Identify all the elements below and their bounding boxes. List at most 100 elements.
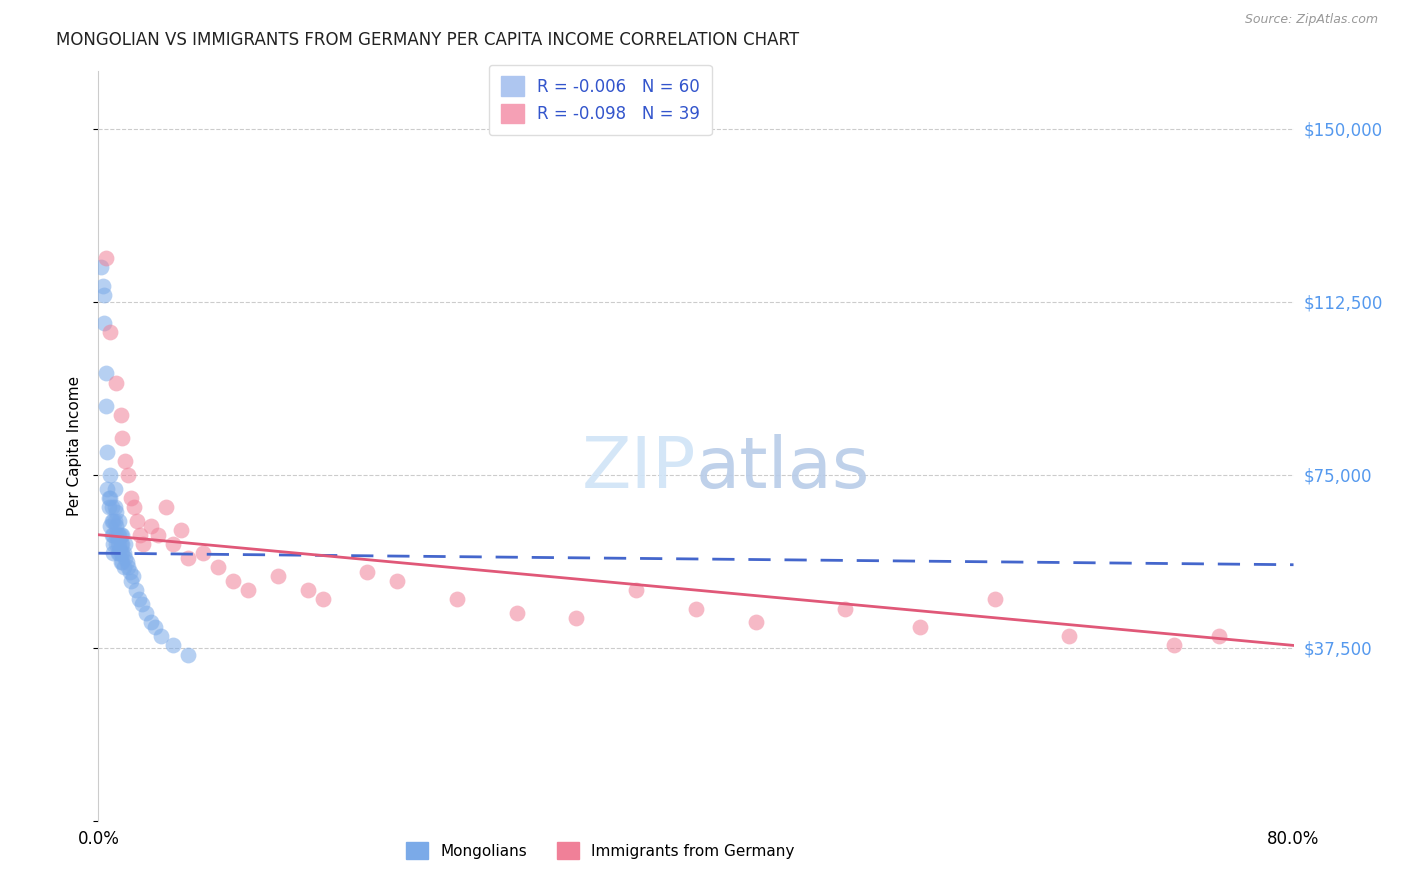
Point bbox=[162, 639, 184, 653]
Point bbox=[107, 537, 129, 551]
Y-axis label: Per Capita Income: Per Capita Income bbox=[67, 376, 83, 516]
Point bbox=[446, 592, 468, 607]
Point bbox=[108, 528, 131, 542]
Point bbox=[139, 518, 162, 533]
Point bbox=[114, 454, 136, 468]
Point bbox=[97, 491, 120, 505]
Point bbox=[124, 500, 146, 514]
Point bbox=[685, 601, 707, 615]
Point bbox=[162, 537, 184, 551]
Point bbox=[101, 500, 124, 514]
Point bbox=[236, 583, 259, 598]
Point bbox=[128, 592, 150, 607]
Point bbox=[745, 615, 768, 630]
Point bbox=[155, 500, 177, 514]
Text: atlas: atlas bbox=[696, 434, 870, 503]
Point bbox=[98, 467, 122, 482]
Point bbox=[104, 500, 127, 514]
Point bbox=[105, 528, 128, 542]
Point bbox=[108, 537, 131, 551]
Point bbox=[114, 537, 136, 551]
Point bbox=[267, 569, 290, 583]
Point bbox=[108, 546, 131, 560]
Point bbox=[91, 278, 114, 293]
Point bbox=[90, 260, 112, 275]
Point bbox=[132, 537, 155, 551]
Point bbox=[112, 560, 135, 574]
Point bbox=[222, 574, 245, 588]
Point bbox=[103, 514, 125, 528]
Point bbox=[103, 528, 125, 542]
Point bbox=[96, 482, 118, 496]
Point bbox=[101, 528, 124, 542]
Point bbox=[98, 325, 122, 339]
Text: Source: ZipAtlas.com: Source: ZipAtlas.com bbox=[1244, 13, 1378, 27]
Point bbox=[93, 288, 115, 302]
Point bbox=[150, 629, 173, 643]
Point bbox=[107, 528, 129, 542]
Point bbox=[97, 500, 120, 514]
Point bbox=[984, 592, 1007, 607]
Point bbox=[118, 565, 141, 579]
Point bbox=[96, 444, 118, 458]
Point bbox=[127, 514, 149, 528]
Point bbox=[103, 546, 125, 560]
Point bbox=[94, 251, 117, 265]
Point bbox=[111, 528, 134, 542]
Point bbox=[111, 431, 134, 445]
Point bbox=[139, 615, 162, 630]
Point bbox=[297, 583, 319, 598]
Point bbox=[94, 367, 117, 381]
Point bbox=[108, 514, 131, 528]
Point bbox=[112, 546, 135, 560]
Point bbox=[121, 569, 143, 583]
Point bbox=[115, 556, 138, 570]
Point bbox=[1208, 629, 1230, 643]
Point bbox=[111, 556, 134, 570]
Point bbox=[131, 597, 153, 611]
Point bbox=[103, 537, 125, 551]
Point bbox=[120, 491, 142, 505]
Point bbox=[111, 546, 134, 560]
Point bbox=[104, 514, 127, 528]
Point bbox=[105, 537, 128, 551]
Point bbox=[356, 565, 378, 579]
Point bbox=[105, 505, 128, 519]
Point bbox=[117, 467, 139, 482]
Point bbox=[169, 523, 191, 537]
Point bbox=[110, 546, 132, 560]
Point bbox=[114, 550, 136, 565]
Point bbox=[1059, 629, 1081, 643]
Point bbox=[110, 408, 132, 422]
Point bbox=[135, 606, 157, 620]
Point bbox=[98, 518, 122, 533]
Legend: Mongolians, Immigrants from Germany: Mongolians, Immigrants from Germany bbox=[401, 836, 800, 865]
Point bbox=[207, 560, 229, 574]
Point bbox=[117, 560, 139, 574]
Point bbox=[177, 648, 200, 662]
Point bbox=[506, 606, 529, 620]
Point bbox=[120, 574, 142, 588]
Point bbox=[110, 556, 132, 570]
Point bbox=[101, 514, 124, 528]
Point bbox=[177, 550, 200, 565]
Point bbox=[98, 491, 122, 505]
Point bbox=[385, 574, 409, 588]
Point bbox=[125, 583, 148, 598]
Point bbox=[110, 528, 132, 542]
Point bbox=[107, 546, 129, 560]
Point bbox=[565, 611, 588, 625]
Point bbox=[94, 399, 117, 413]
Point bbox=[626, 583, 648, 598]
Point bbox=[111, 537, 134, 551]
Point bbox=[908, 620, 931, 634]
Point bbox=[1163, 639, 1185, 653]
Point bbox=[148, 528, 170, 542]
Point bbox=[104, 482, 127, 496]
Point bbox=[834, 601, 856, 615]
Point bbox=[110, 537, 132, 551]
Point bbox=[105, 518, 128, 533]
Text: MONGOLIAN VS IMMIGRANTS FROM GERMANY PER CAPITA INCOME CORRELATION CHART: MONGOLIAN VS IMMIGRANTS FROM GERMANY PER… bbox=[56, 31, 800, 49]
Point bbox=[311, 592, 333, 607]
Point bbox=[93, 316, 115, 330]
